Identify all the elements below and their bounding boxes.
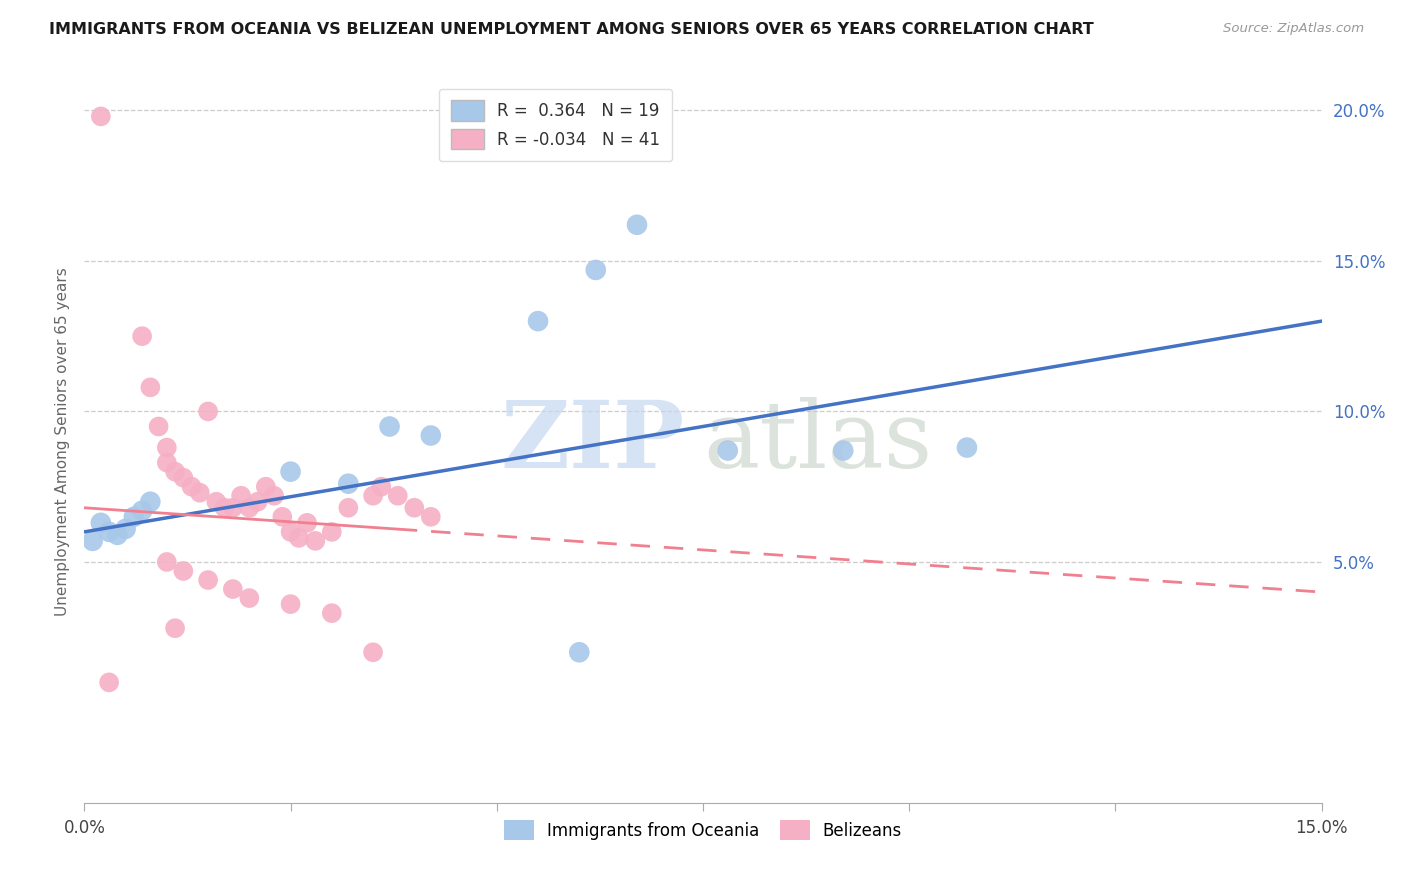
Point xyxy=(238,591,260,606)
Text: Source: ZipAtlas.com: Source: ZipAtlas.com xyxy=(1223,22,1364,36)
Point xyxy=(370,480,392,494)
Point xyxy=(222,582,245,596)
Point xyxy=(419,428,441,442)
Point xyxy=(156,441,179,455)
Point xyxy=(90,516,112,530)
Point xyxy=(105,528,128,542)
Text: atlas: atlas xyxy=(703,397,932,486)
Point xyxy=(387,489,409,503)
Point xyxy=(82,533,104,548)
Point xyxy=(280,597,302,611)
Point xyxy=(527,314,550,328)
Point xyxy=(832,443,855,458)
Point xyxy=(188,485,211,500)
Point xyxy=(148,419,170,434)
Point xyxy=(214,500,236,515)
Point xyxy=(131,329,153,343)
Point xyxy=(271,509,294,524)
Point xyxy=(165,465,187,479)
Point xyxy=(114,522,136,536)
Point xyxy=(361,489,384,503)
Point xyxy=(419,509,441,524)
Point xyxy=(180,480,202,494)
Point xyxy=(337,476,360,491)
Point xyxy=(288,531,311,545)
Point xyxy=(337,500,360,515)
Point xyxy=(197,404,219,418)
Point xyxy=(585,263,607,277)
Point xyxy=(404,500,426,515)
Legend: Immigrants from Oceania, Belizeans: Immigrants from Oceania, Belizeans xyxy=(495,812,911,848)
Point xyxy=(568,645,591,659)
Point xyxy=(98,675,121,690)
Point xyxy=(131,504,153,518)
Point xyxy=(321,524,343,539)
Point xyxy=(717,443,740,458)
Point xyxy=(280,524,302,539)
Point xyxy=(361,645,384,659)
Point xyxy=(122,509,145,524)
Point xyxy=(626,218,648,232)
Point xyxy=(246,494,269,508)
Point xyxy=(139,494,162,508)
Point xyxy=(304,533,326,548)
Point xyxy=(254,480,277,494)
Point xyxy=(172,564,194,578)
Point xyxy=(172,470,194,484)
Point xyxy=(321,606,343,620)
Point xyxy=(238,500,260,515)
Point xyxy=(139,380,162,394)
Point xyxy=(156,555,179,569)
Point xyxy=(90,109,112,123)
Y-axis label: Unemployment Among Seniors over 65 years: Unemployment Among Seniors over 65 years xyxy=(55,268,70,615)
Point xyxy=(229,489,252,503)
Text: IMMIGRANTS FROM OCEANIA VS BELIZEAN UNEMPLOYMENT AMONG SENIORS OVER 65 YEARS COR: IMMIGRANTS FROM OCEANIA VS BELIZEAN UNEM… xyxy=(49,22,1094,37)
Point xyxy=(295,516,318,530)
Point xyxy=(280,465,302,479)
Point xyxy=(956,441,979,455)
Point xyxy=(98,524,121,539)
Point xyxy=(263,489,285,503)
Point xyxy=(197,573,219,587)
Point xyxy=(156,456,179,470)
Text: ZIP: ZIP xyxy=(501,397,685,486)
Point xyxy=(165,621,187,635)
Point xyxy=(222,500,245,515)
Point xyxy=(205,494,228,508)
Point xyxy=(378,419,401,434)
